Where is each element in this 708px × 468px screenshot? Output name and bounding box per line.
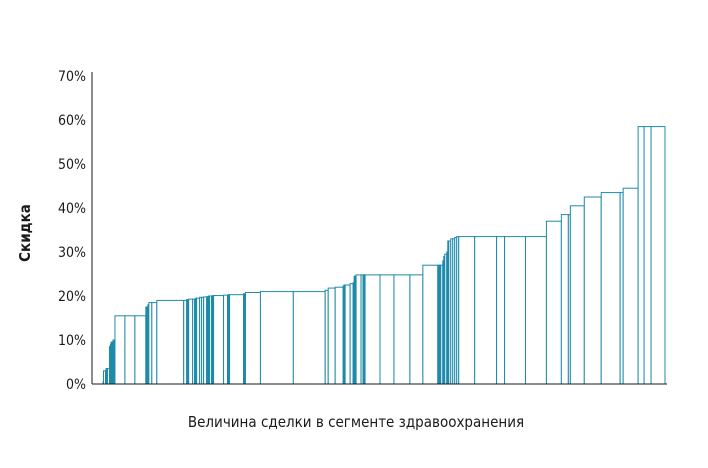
bar <box>422 264 439 385</box>
bar <box>409 274 424 385</box>
bar <box>229 294 245 385</box>
bar <box>124 315 136 385</box>
bar <box>379 274 395 385</box>
bar <box>458 236 476 385</box>
bar <box>292 291 326 385</box>
y-axis-title: Скидка <box>16 204 34 262</box>
x-axis-title: Величина сделки в сегменте здравоохранен… <box>188 413 524 431</box>
bar <box>156 299 185 385</box>
y-tick-label: 40% <box>58 201 86 217</box>
bar <box>327 287 336 385</box>
bar <box>151 302 158 385</box>
bar <box>364 274 381 385</box>
y-tick-label: 60% <box>58 113 86 129</box>
bar <box>114 315 126 385</box>
bar <box>344 284 351 385</box>
y-tick-label: 20% <box>58 289 86 305</box>
y-tick-label: 30% <box>58 245 86 261</box>
bar <box>525 236 547 385</box>
bar <box>244 291 261 385</box>
bar <box>643 126 652 385</box>
bar <box>496 236 506 385</box>
bar <box>583 196 602 385</box>
bar <box>560 214 569 385</box>
y-tick-label: 10% <box>58 333 86 349</box>
bar <box>334 286 344 385</box>
bar <box>134 315 147 385</box>
y-tick-labels: 0% 10% 20% 30% 40% 50% 60% 70% <box>58 69 86 393</box>
bar <box>504 236 527 385</box>
bar <box>650 126 666 385</box>
bar <box>545 220 562 385</box>
bar <box>474 236 498 385</box>
y-tick-label: 50% <box>58 157 86 173</box>
bar <box>637 126 645 385</box>
bar <box>188 298 194 385</box>
y-tick-label: 0% <box>66 377 86 393</box>
bar <box>213 295 225 385</box>
bar <box>622 187 639 385</box>
bar <box>600 192 621 385</box>
y-tick-label: 70% <box>58 69 86 85</box>
bars-group <box>102 126 666 385</box>
bar <box>393 274 411 385</box>
bar <box>355 274 362 385</box>
bar <box>223 294 229 385</box>
bar <box>259 291 294 385</box>
bar <box>569 205 585 385</box>
